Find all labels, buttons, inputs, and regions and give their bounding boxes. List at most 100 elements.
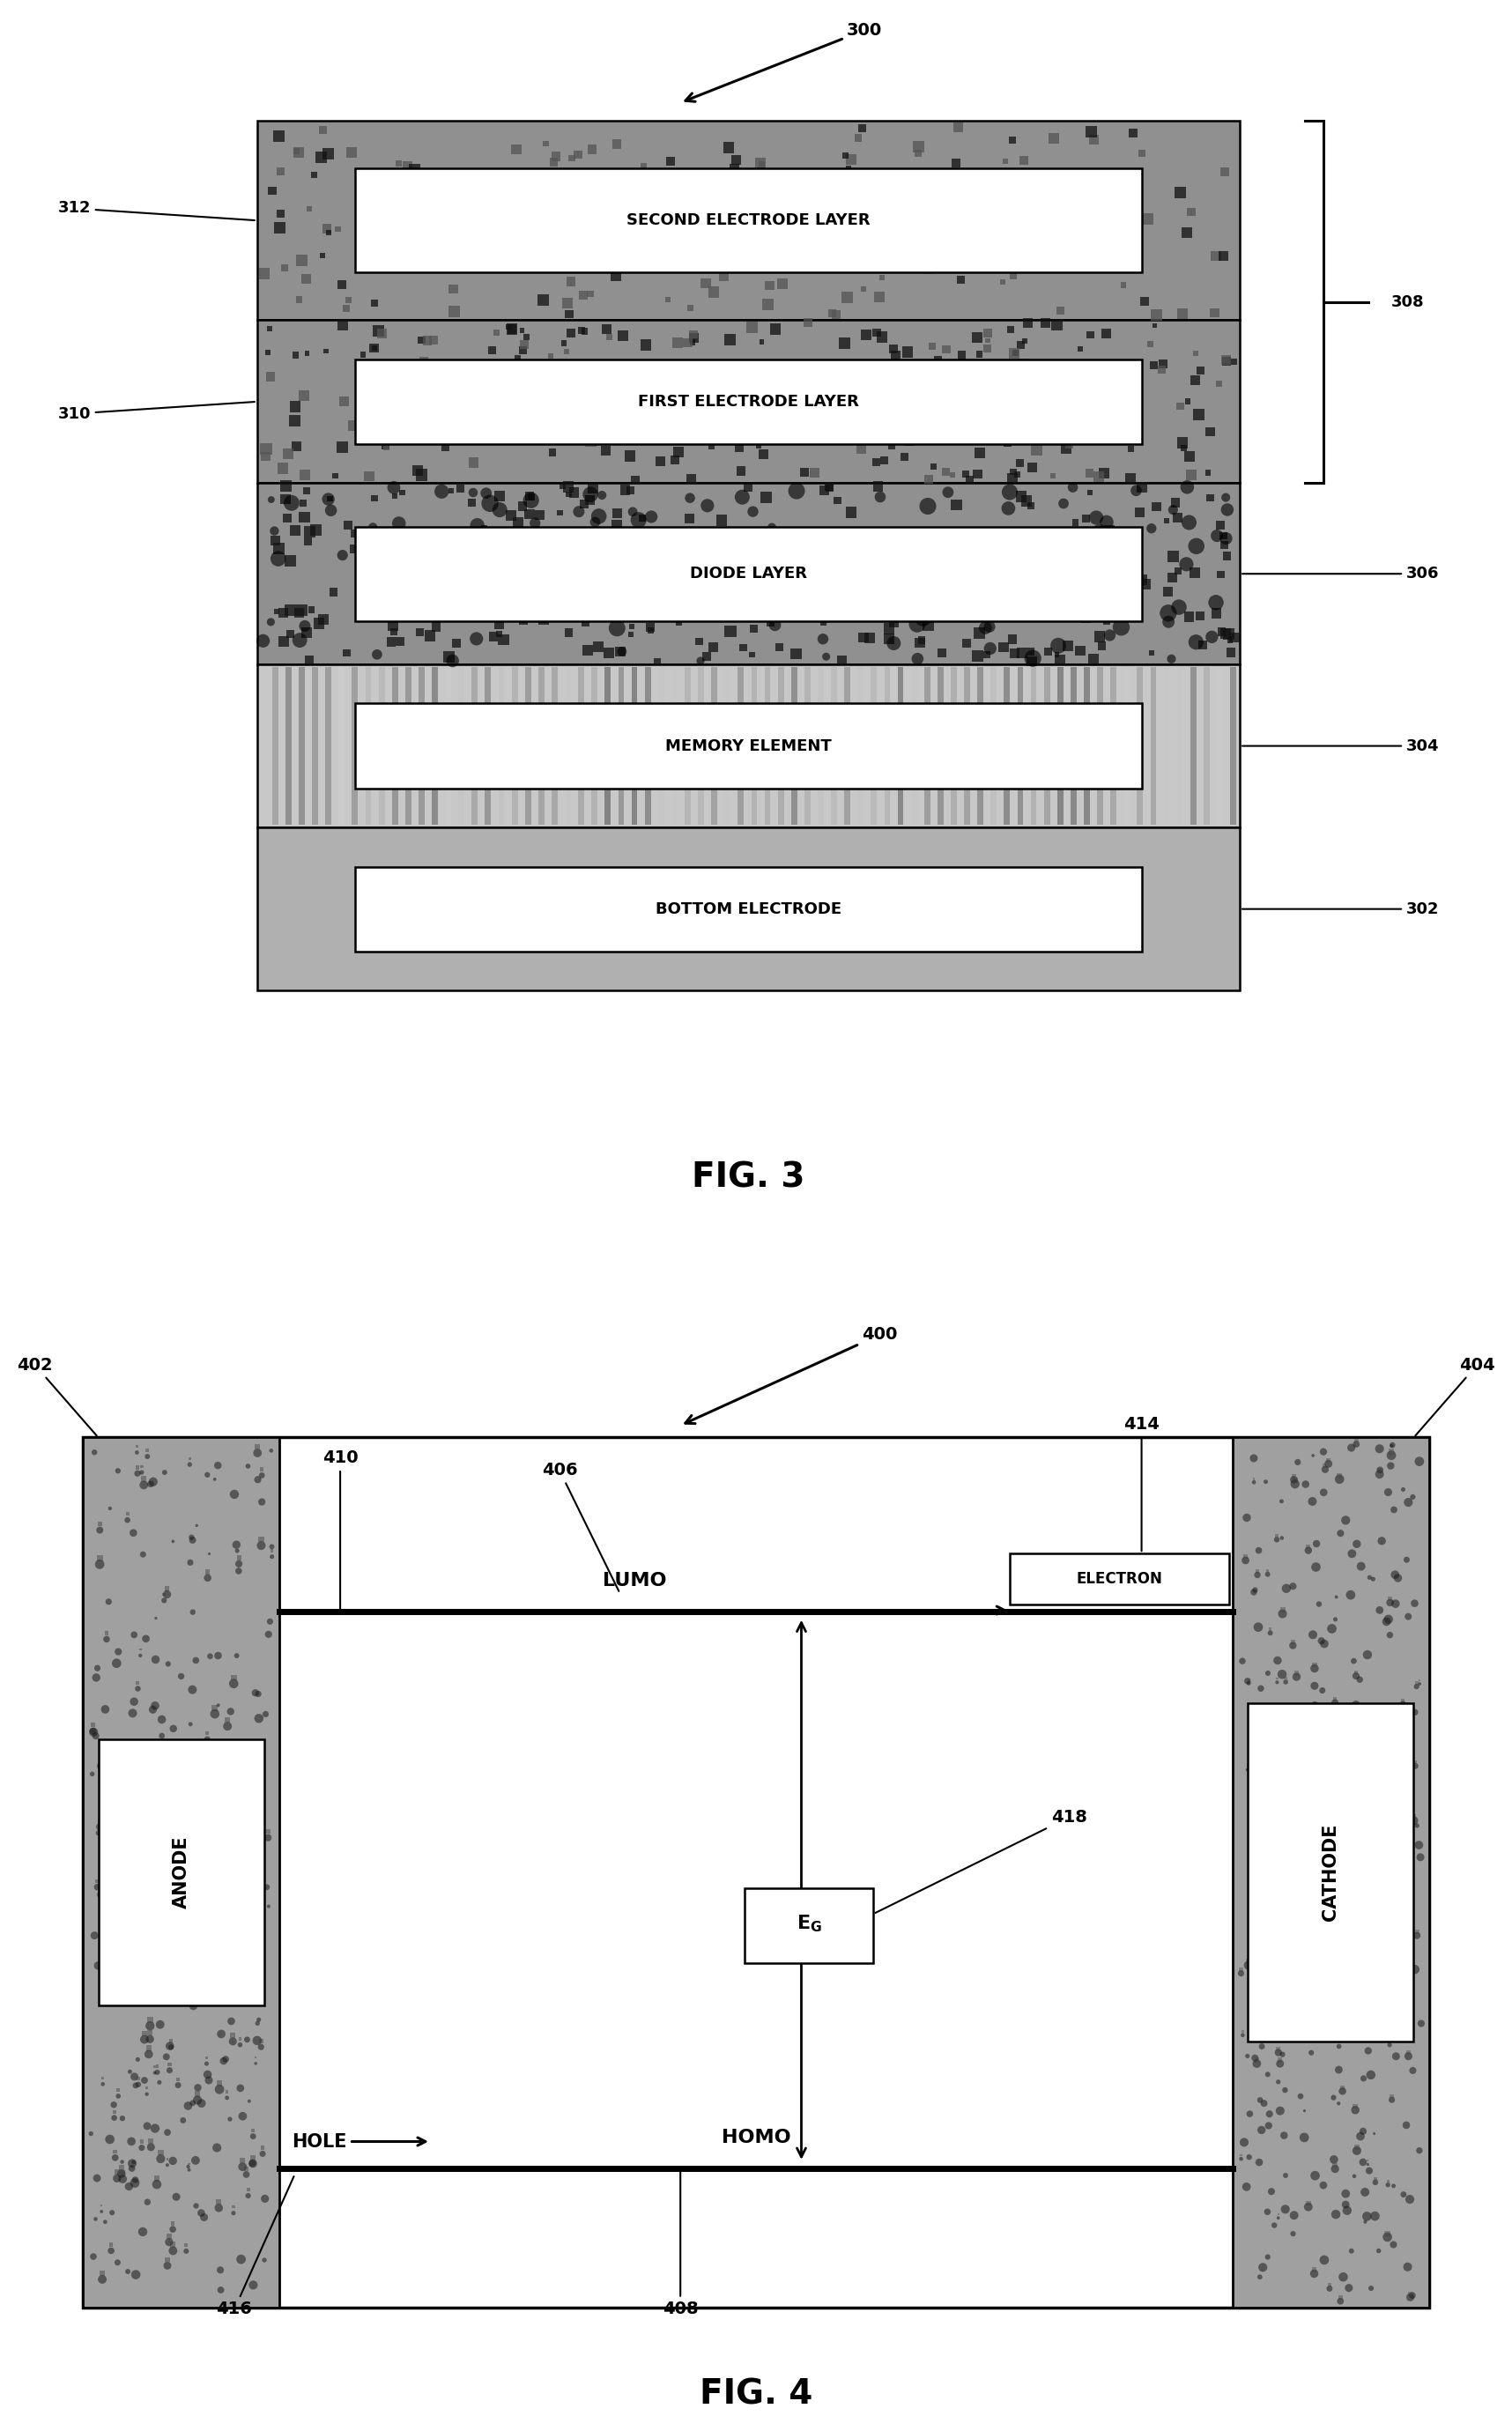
Point (1321, 1991, 1346, 2029)
Bar (751, 667, 758, 826)
Point (221, 2189, 245, 2228)
Text: 300: 300 (685, 22, 881, 101)
Point (367, 592, 392, 631)
Point (1359, 2269, 1383, 2307)
Point (237, 2083, 262, 2121)
Point (939, 384, 963, 423)
Point (933, 452, 957, 490)
Point (827, 416, 851, 454)
Point (125, 1940, 150, 1979)
Point (1155, 573, 1179, 611)
Point (278, 614, 302, 652)
Point (236, 2170, 260, 2208)
Point (540, 432, 564, 471)
Point (348, 558, 372, 597)
Point (1368, 1928, 1393, 1967)
Point (380, 623, 404, 662)
Point (570, 312, 594, 350)
Point (620, 606, 644, 645)
Point (990, 353, 1015, 391)
Point (290, 242, 314, 280)
Point (1293, 2092, 1317, 2131)
Point (268, 152, 292, 191)
Point (1269, 2044, 1293, 2083)
Point (854, 548, 878, 587)
Point (631, 498, 655, 536)
Point (930, 522, 954, 561)
Point (1281, 2215, 1305, 2254)
Point (316, 133, 340, 172)
Point (1306, 1887, 1331, 1926)
Point (482, 169, 507, 208)
Point (94, 1689, 118, 1727)
Point (177, 1788, 201, 1826)
Point (1358, 2150, 1382, 2189)
Point (157, 2051, 181, 2090)
Point (1093, 563, 1117, 602)
Point (1214, 614, 1238, 652)
Point (174, 2225, 198, 2264)
Point (125, 1454, 150, 1493)
Point (132, 1534, 156, 1573)
Point (1376, 1940, 1400, 1979)
Point (1240, 1810, 1264, 1848)
Point (1276, 1720, 1300, 1759)
Point (109, 2148, 133, 2186)
Point (1001, 256, 1025, 295)
Point (963, 176, 987, 215)
Point (156, 1645, 180, 1684)
Point (239, 1892, 263, 1930)
Point (667, 573, 691, 611)
Point (274, 466, 298, 505)
Point (373, 425, 398, 464)
Point (491, 590, 516, 628)
Point (268, 116, 292, 155)
Point (1263, 2206, 1287, 2244)
Point (162, 1708, 186, 1747)
Point (974, 548, 998, 587)
Point (272, 621, 296, 660)
Point (1252, 2085, 1276, 2124)
Bar (257, 121, 1240, 321)
Point (110, 2143, 135, 2182)
Point (101, 2085, 125, 2124)
Point (1353, 1959, 1377, 1998)
Point (511, 486, 535, 524)
Point (850, 109, 874, 147)
Point (396, 585, 420, 623)
Point (989, 210, 1013, 249)
Point (1358, 1971, 1382, 2010)
Text: 306: 306 (1243, 565, 1439, 582)
Point (514, 403, 538, 442)
Point (585, 362, 609, 401)
Point (741, 493, 765, 532)
Point (774, 389, 798, 428)
Point (868, 478, 892, 517)
Point (404, 193, 428, 232)
Point (209, 2252, 233, 2290)
Point (487, 614, 511, 652)
Point (1002, 333, 1027, 372)
Bar (286, 667, 292, 826)
Point (245, 2022, 269, 2061)
Point (227, 1747, 251, 1785)
Point (906, 128, 930, 167)
Point (821, 295, 845, 333)
Point (268, 196, 292, 234)
Point (243, 1674, 268, 1713)
Point (296, 522, 321, 561)
Point (249, 2027, 274, 2066)
Point (865, 568, 889, 606)
Point (1235, 1747, 1259, 1785)
Point (381, 606, 405, 645)
Point (1107, 172, 1131, 210)
Point (257, 1614, 281, 1653)
Point (1125, 568, 1149, 606)
Point (866, 466, 891, 505)
Point (1095, 314, 1119, 353)
Point (387, 505, 411, 544)
Point (883, 164, 907, 203)
Point (1394, 1703, 1418, 1742)
Point (832, 324, 856, 362)
Point (1266, 2199, 1290, 2237)
